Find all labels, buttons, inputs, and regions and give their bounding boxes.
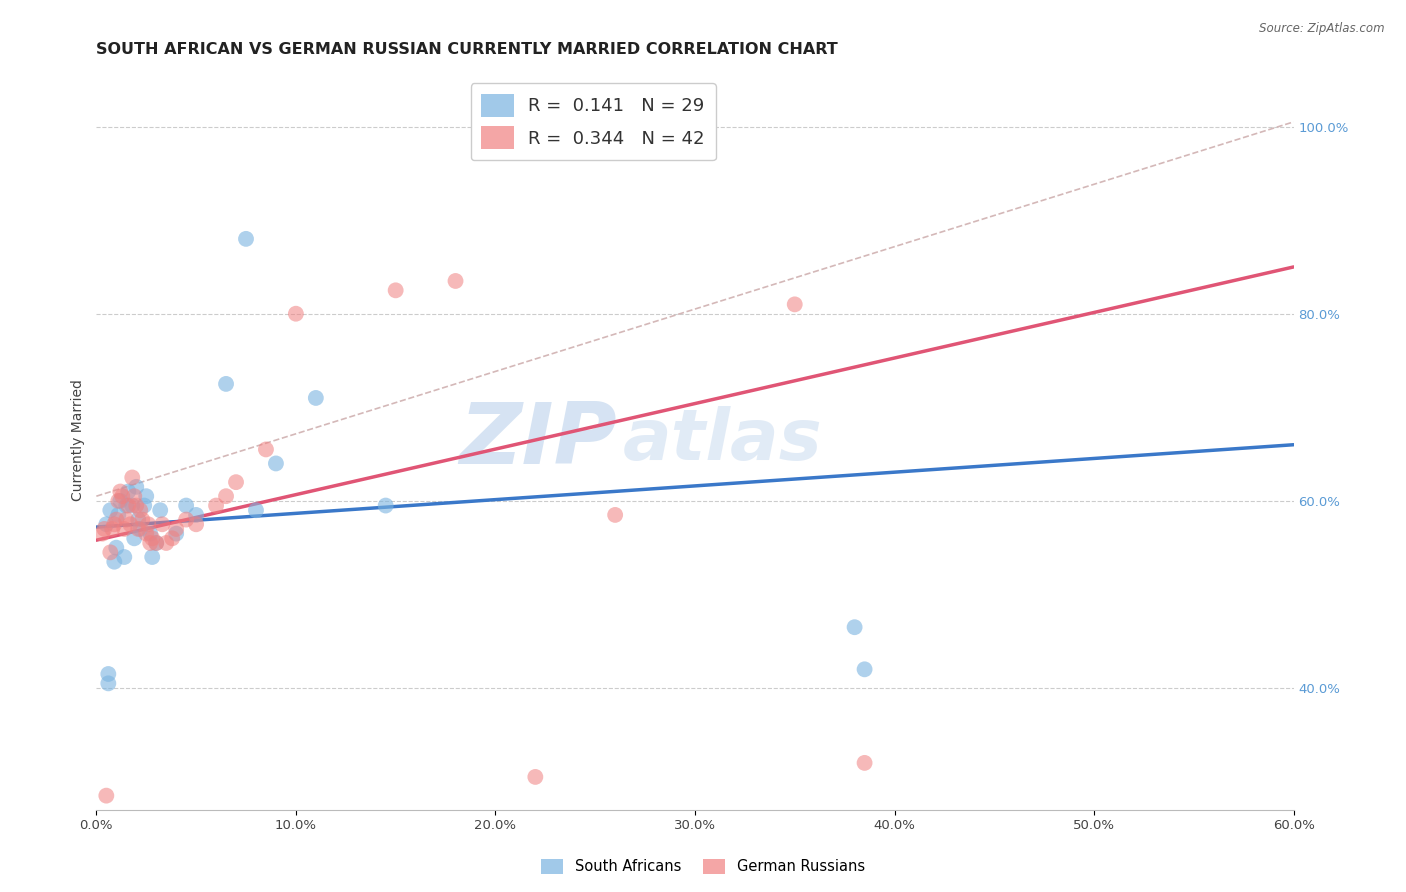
Point — [125, 480, 148, 494]
Point — [103, 555, 125, 569]
Point — [205, 499, 228, 513]
Point — [215, 376, 238, 391]
Point — [135, 526, 157, 541]
Point — [112, 522, 135, 536]
Point — [117, 499, 139, 513]
Point — [120, 517, 142, 532]
Point — [96, 789, 118, 803]
Point — [110, 494, 132, 508]
Point — [110, 484, 132, 499]
Text: Source: ZipAtlas.com: Source: ZipAtlas.com — [1260, 22, 1385, 36]
Point — [135, 489, 157, 503]
Point — [107, 494, 129, 508]
Point — [115, 499, 138, 513]
Point — [305, 391, 328, 405]
Point — [374, 499, 396, 513]
Point — [98, 545, 121, 559]
Point — [122, 531, 145, 545]
Point — [129, 503, 152, 517]
Point — [93, 522, 115, 536]
Legend: South Africans, German Russians: South Africans, German Russians — [536, 853, 870, 880]
Point — [129, 522, 152, 536]
Point — [121, 470, 143, 484]
Point — [98, 503, 121, 517]
Point — [107, 508, 129, 522]
Point — [134, 499, 156, 513]
Point — [524, 770, 547, 784]
Point — [121, 499, 143, 513]
Point — [184, 508, 207, 522]
Point — [605, 508, 627, 522]
Point — [141, 549, 163, 564]
Point — [215, 489, 238, 503]
Point — [117, 484, 139, 499]
Point — [384, 283, 406, 297]
Point — [264, 457, 287, 471]
Point — [245, 503, 267, 517]
Point — [174, 499, 197, 513]
Text: SOUTH AFRICAN VS GERMAN RUSSIAN CURRENTLY MARRIED CORRELATION CHART: SOUTH AFRICAN VS GERMAN RUSSIAN CURRENTL… — [97, 42, 838, 57]
Y-axis label: Currently Married: Currently Married — [72, 379, 86, 501]
Point — [184, 517, 207, 532]
Point — [105, 541, 128, 555]
Point — [103, 517, 125, 532]
Text: ZIP: ZIP — [460, 399, 617, 482]
Point — [844, 620, 866, 634]
Point — [97, 676, 120, 690]
Point — [91, 526, 114, 541]
Point — [174, 513, 197, 527]
Point — [853, 662, 876, 676]
Text: atlas: atlas — [623, 406, 823, 475]
Point — [96, 517, 118, 532]
Point — [122, 489, 145, 503]
Point — [115, 513, 138, 527]
Point — [155, 536, 177, 550]
Point — [150, 517, 173, 532]
Point — [139, 526, 162, 541]
Point — [160, 531, 183, 545]
Point — [125, 499, 148, 513]
Point — [235, 232, 257, 246]
Point — [111, 489, 134, 503]
Point — [127, 522, 149, 536]
Point — [149, 503, 172, 517]
Point — [145, 536, 167, 550]
Point — [97, 667, 120, 681]
Legend: R =  0.141   N = 29, R =  0.344   N = 42: R = 0.141 N = 29, R = 0.344 N = 42 — [471, 83, 716, 161]
Point — [444, 274, 467, 288]
Point — [783, 297, 806, 311]
Point — [225, 475, 247, 490]
Point — [112, 549, 135, 564]
Point — [145, 536, 167, 550]
Point — [105, 513, 128, 527]
Point — [139, 536, 162, 550]
Point — [131, 513, 153, 527]
Point — [127, 513, 149, 527]
Point — [284, 307, 307, 321]
Point — [136, 517, 159, 532]
Point — [165, 522, 187, 536]
Point — [165, 526, 187, 541]
Point — [101, 522, 124, 536]
Point — [853, 756, 876, 770]
Point — [141, 531, 163, 545]
Point — [254, 442, 277, 457]
